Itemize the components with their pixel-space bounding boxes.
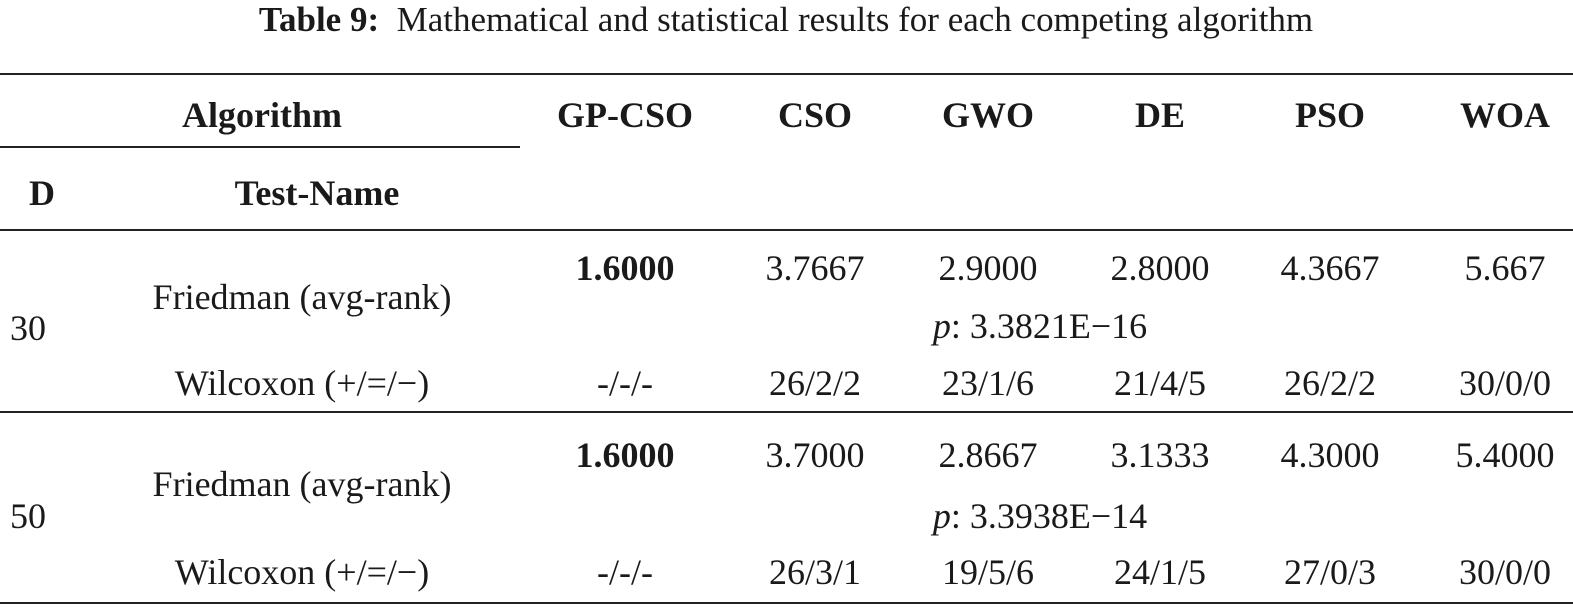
wilcoxon-value: 27/0/3 [1283, 552, 1377, 592]
rank-value: 3.7667 [765, 248, 865, 288]
header-subrule [0, 146, 520, 148]
p-text: : 3.3821E−16 [950, 306, 1148, 346]
wilcoxon-value: 30/0/0 [1458, 363, 1552, 403]
wilcoxon-value: 23/1/6 [941, 363, 1035, 403]
wilcoxon-value: 26/3/1 [768, 552, 862, 592]
rank-value: 4.3000 [1280, 435, 1380, 475]
table-caption: Table 9: Mathematical and statistical re… [259, 0, 1313, 40]
wilcoxon-value: 26/2/2 [1283, 363, 1377, 403]
p-text: : 3.3938E−14 [950, 496, 1148, 536]
p-value: p: 3.3821E−16 [933, 308, 1147, 344]
rank-value: 1.6000 [575, 248, 675, 288]
column-header: PSO [1294, 95, 1366, 135]
test-name: Wilcoxon (+/=/−) [174, 363, 430, 403]
header-rule [0, 229, 1573, 231]
header-algorithm: Algorithm [182, 95, 342, 135]
caption-text: Mathematical and statistical results for… [396, 0, 1314, 39]
p-symbol: p [932, 496, 951, 536]
wilcoxon-value: 30/0/0 [1458, 552, 1552, 592]
group-rule [0, 411, 1573, 413]
rank-value: 1.6000 [575, 435, 675, 475]
rank-value: 4.3667 [1280, 248, 1380, 288]
rank-value: 2.8667 [938, 435, 1038, 475]
rank-value: 3.7000 [765, 435, 865, 475]
rank-value: 2.8000 [1110, 248, 1210, 288]
rank-value: 2.9000 [938, 248, 1038, 288]
column-header: WOA [1460, 95, 1550, 135]
rank-value: 5.4000 [1455, 435, 1555, 475]
test-name: Wilcoxon (+/=/−) [174, 552, 430, 592]
column-header: GWO [941, 95, 1035, 135]
wilcoxon-value: 21/4/5 [1113, 363, 1207, 403]
dimension: 30 [10, 308, 46, 348]
column-header: DE [1134, 95, 1186, 135]
top-rule [0, 73, 1573, 75]
wilcoxon-value: 19/5/6 [941, 552, 1035, 592]
rank-value: 3.1333 [1110, 435, 1210, 475]
wilcoxon-value: -/-/- [597, 363, 653, 403]
caption-label: Table 9: [258, 0, 380, 39]
p-symbol: p [932, 306, 951, 346]
wilcoxon-value: 24/1/5 [1113, 552, 1207, 592]
wilcoxon-value: -/-/- [597, 552, 653, 592]
column-header: CSO [777, 95, 853, 135]
test-name: Friedman (avg-rank) [152, 464, 452, 504]
header-test-name: Test-Name [234, 173, 400, 213]
dimension: 50 [10, 496, 46, 536]
rank-value: 5.667 [1464, 248, 1546, 288]
bottom-rule [0, 602, 1573, 604]
wilcoxon-value: 26/2/2 [768, 363, 862, 403]
test-name: Friedman (avg-rank) [152, 277, 452, 317]
column-header: GP-CSO [556, 95, 694, 135]
header-d: D [29, 173, 55, 213]
p-value: p: 3.3938E−14 [933, 498, 1147, 534]
